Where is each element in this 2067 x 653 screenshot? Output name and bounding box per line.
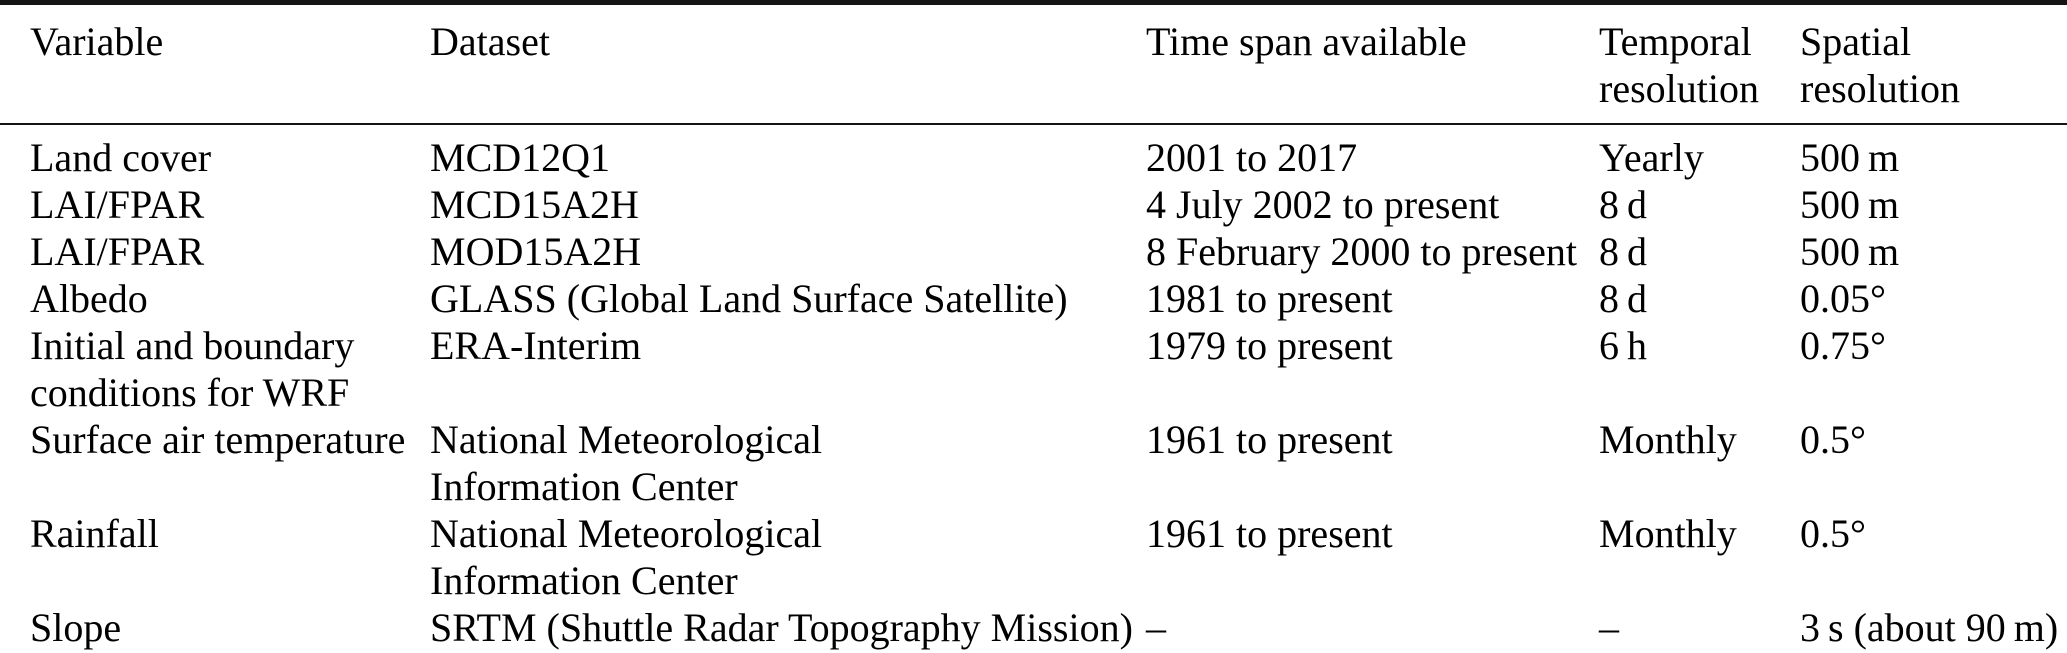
column-header-dataset: Dataset	[430, 2, 1146, 125]
cell-temporal-resolution: Monthly	[1599, 417, 1737, 462]
cell-temporal-resolution: 8 d	[1599, 182, 1648, 227]
column-header-temporal-resolution: Temporal resolution	[1599, 2, 1800, 125]
cell-dataset: GLASS (Global Land Surface Satellite)	[430, 276, 1068, 321]
cell-dataset: MCD12Q1	[430, 135, 611, 180]
column-header-variable: Variable	[0, 2, 430, 125]
table-row: Initial and boundary conditions for WRF …	[0, 322, 2067, 416]
cell-spatial-resolution: 0.5°	[1800, 511, 1866, 556]
cell-variable: Rainfall	[30, 511, 159, 556]
cell-temporal-resolution: Yearly	[1599, 135, 1704, 180]
column-header-time-span: Time span available	[1146, 2, 1599, 125]
cell-variable: Land cover	[30, 135, 212, 180]
cell-dataset: ERA-Interim	[430, 323, 642, 368]
cell-spatial-resolution: 0.05°	[1800, 276, 1886, 321]
cell-temporal-resolution: 8 d	[1599, 276, 1648, 321]
cell-temporal-resolution: –	[1599, 605, 1619, 650]
column-header-spatial-resolution: Spatial resolution	[1800, 2, 2067, 125]
table-row: Surface air temperature National Meteoro…	[0, 416, 2067, 510]
table-row: LAI/FPAR MOD15A2H 8 February 2000 to pre…	[0, 228, 2067, 275]
cell-dataset: MCD15A2H	[430, 182, 639, 227]
cell-time-span: 1961 to present	[1146, 511, 1393, 556]
cell-variable: Surface air temperature	[30, 417, 406, 462]
cell-spatial-resolution: 0.75°	[1800, 323, 1886, 368]
cell-dataset: SRTM (Shuttle Radar Topography Mission)	[430, 605, 1133, 650]
cell-spatial-resolution: 0.5°	[1800, 417, 1866, 462]
cell-temporal-resolution: Monthly	[1599, 511, 1737, 556]
cell-variable: Slope	[30, 605, 122, 650]
cell-temporal-resolution: 6 h	[1599, 323, 1648, 368]
cell-time-span: 1961 to present	[1146, 417, 1393, 462]
table-row: Rainfall National Meteorological Informa…	[0, 510, 2067, 604]
cell-variable: Initial and boundary conditions for WRF	[30, 323, 355, 415]
cell-spatial-resolution: 3 s (about 90 m)	[1800, 605, 2059, 650]
cell-dataset: National Meteorological Information Cent…	[430, 417, 823, 509]
cell-time-span: 4 July 2002 to present	[1146, 182, 1500, 227]
cell-time-span: 1981 to present	[1146, 276, 1393, 321]
cell-time-span: 8 February 2000 to present	[1146, 229, 1578, 274]
cell-variable: Albedo	[30, 276, 148, 321]
cell-spatial-resolution: 500 m	[1800, 182, 1900, 227]
header-row: Variable Dataset Time span available Tem…	[0, 2, 2067, 125]
cell-time-span: 1979 to present	[1146, 323, 1393, 368]
cell-spatial-resolution: 500 m	[1800, 135, 1900, 180]
table-row: Slope SRTM (Shuttle Radar Topography Mis…	[0, 604, 2067, 653]
cell-dataset: National Meteorological Information Cent…	[430, 511, 823, 603]
cell-time-span: –	[1146, 605, 1166, 650]
cell-spatial-resolution: 500 m	[1800, 229, 1900, 274]
table-row: Land cover MCD12Q1 2001 to 2017 Yearly 5…	[0, 124, 2067, 181]
cell-time-span: 2001 to 2017	[1146, 135, 1358, 180]
cell-variable: LAI/FPAR	[30, 229, 205, 274]
cell-temporal-resolution: 8 d	[1599, 229, 1648, 274]
table-row: Albedo GLASS (Global Land Surface Satell…	[0, 275, 2067, 322]
cell-variable: LAI/FPAR	[30, 182, 205, 227]
cell-dataset: MOD15A2H	[430, 229, 642, 274]
table-row: LAI/FPAR MCD15A2H 4 July 2002 to present…	[0, 181, 2067, 228]
